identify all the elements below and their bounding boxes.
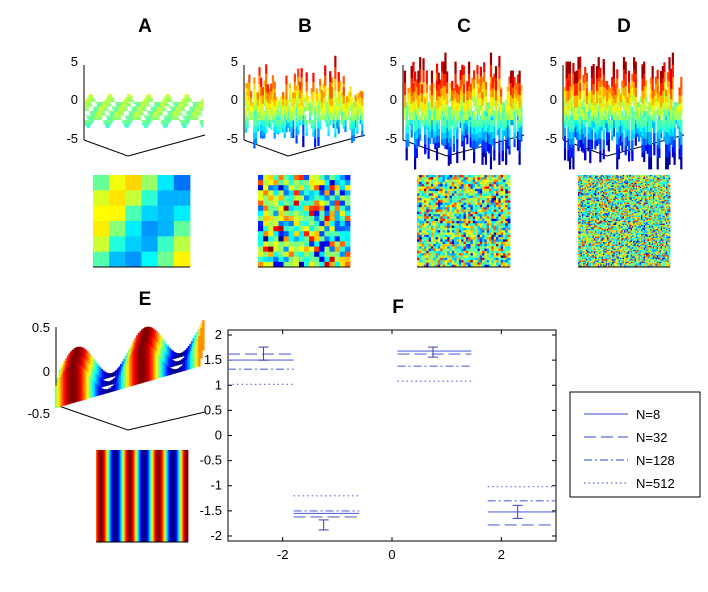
surface-plot-a: 5 0 -5 — [66, 54, 205, 156]
y-tick-label: 2 — [215, 327, 222, 342]
x-tick-label: 2 — [498, 547, 505, 562]
legend-label: N=32 — [636, 430, 667, 445]
surface-plot-c: 5 0 -5 — [385, 53, 524, 170]
y-tick-label: 0.5 — [204, 402, 222, 417]
wave-surface-plot-e: 0.5 0 -0.5 — [28, 320, 205, 430]
tick-label-b-neg5: -5 — [226, 131, 238, 146]
heatmap-d — [578, 175, 670, 267]
tick-label-a-0: 0 — [71, 92, 78, 107]
heatmap-c — [417, 175, 510, 267]
tick-label-c-neg5: -5 — [385, 131, 397, 146]
legend-label: N=512 — [636, 476, 675, 491]
tick-label-a-neg5: -5 — [66, 131, 78, 146]
legend-label: N=128 — [636, 453, 675, 468]
y-tick-label: 0 — [215, 428, 222, 443]
legend: N=8 N=32 N=128 N=512 — [570, 392, 700, 497]
tick-label-e-neg05: -0.5 — [28, 406, 50, 421]
panel-label-f: F — [392, 297, 404, 318]
chart-f: 2 1.5 1 0.5 0 -0.5 -1 -1.5 -2 -2 0 2 — [200, 327, 556, 562]
y-tick-label: -2 — [210, 528, 222, 543]
y-tick-label: -1.5 — [200, 503, 222, 518]
tick-label-e-05: 0.5 — [32, 320, 50, 335]
tick-label-d-0: 0 — [550, 92, 557, 107]
surface-plot-b: 5 0 -5 — [226, 54, 365, 156]
panel-label-b: B — [298, 16, 312, 37]
panel-label-e: E — [139, 289, 152, 310]
tick-label-e-0: 0 — [43, 364, 50, 379]
surface-plot-d: 5 0 -5 — [545, 53, 684, 170]
heatmap-e — [96, 450, 188, 542]
tick-label-c-5: 5 — [390, 54, 397, 69]
chart-f-frame — [228, 330, 556, 541]
heatmap-a — [93, 175, 190, 267]
y-tick-label: 1.5 — [204, 352, 222, 367]
x-tick-label: -2 — [277, 547, 289, 562]
tick-label-d-neg5: -5 — [545, 131, 557, 146]
y-tick-label: -0.5 — [200, 453, 222, 468]
legend-label: N=8 — [636, 407, 660, 422]
heatmap-b — [258, 175, 350, 267]
panel-label-d: D — [617, 16, 631, 37]
tick-label-b-5: 5 — [231, 54, 238, 69]
tick-label-d-5: 5 — [550, 54, 557, 69]
tick-label-b-0: 0 — [231, 92, 238, 107]
tick-label-a-5: 5 — [71, 54, 78, 69]
panel-label-c: C — [457, 16, 471, 37]
x-tick-label: 0 — [388, 547, 395, 562]
tick-label-c-0: 0 — [390, 92, 397, 107]
y-tick-label: 1 — [215, 377, 222, 392]
panel-label-a: A — [138, 16, 152, 37]
legend-box — [570, 392, 700, 497]
y-tick-label: -1 — [210, 478, 222, 493]
